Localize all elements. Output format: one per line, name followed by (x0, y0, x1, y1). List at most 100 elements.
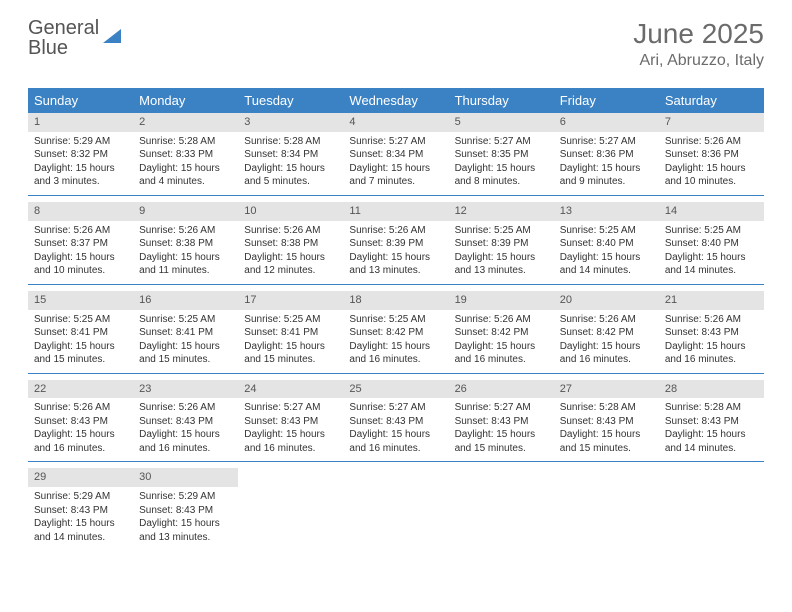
sunrise-line: Sunrise: 5:28 AM (244, 135, 337, 149)
daylight-line: Daylight: 15 hours and 14 minutes. (665, 251, 758, 278)
title-block: June 2025 Ari, Abruzzo, Italy (633, 18, 764, 70)
calendar-cell: 19Sunrise: 5:26 AMSunset: 8:42 PMDayligh… (449, 291, 554, 373)
daylight-line: Daylight: 15 hours and 15 minutes. (560, 428, 653, 455)
daylight-line: Daylight: 15 hours and 16 minutes. (349, 340, 442, 367)
day-number: 24 (238, 380, 343, 399)
sunset-line: Sunset: 8:43 PM (349, 415, 442, 429)
daylight-line: Daylight: 15 hours and 16 minutes. (665, 340, 758, 367)
day-details: Sunrise: 5:26 AMSunset: 8:42 PMDaylight:… (554, 310, 659, 373)
day-details: Sunrise: 5:27 AMSunset: 8:35 PMDaylight:… (449, 132, 554, 195)
calendar-cell: 16Sunrise: 5:25 AMSunset: 8:41 PMDayligh… (133, 291, 238, 373)
calendar-cell: 10Sunrise: 5:26 AMSunset: 8:38 PMDayligh… (238, 202, 343, 284)
sunset-line: Sunset: 8:43 PM (34, 415, 127, 429)
sunrise-line: Sunrise: 5:26 AM (349, 224, 442, 238)
day-details: Sunrise: 5:26 AMSunset: 8:39 PMDaylight:… (343, 221, 448, 284)
day-number: 19 (449, 291, 554, 310)
day-details: Sunrise: 5:29 AMSunset: 8:43 PMDaylight:… (133, 487, 238, 550)
daylight-line: Daylight: 15 hours and 15 minutes. (455, 428, 548, 455)
sunset-line: Sunset: 8:43 PM (665, 326, 758, 340)
calendar-cell: 14Sunrise: 5:25 AMSunset: 8:40 PMDayligh… (659, 202, 764, 284)
weekday-header: SundayMondayTuesdayWednesdayThursdayFrid… (28, 88, 764, 113)
weekday-label: Thursday (449, 88, 554, 113)
day-number: 30 (133, 468, 238, 487)
daylight-line: Daylight: 15 hours and 16 minutes. (34, 428, 127, 455)
day-details: Sunrise: 5:26 AMSunset: 8:38 PMDaylight:… (238, 221, 343, 284)
sunset-line: Sunset: 8:36 PM (560, 148, 653, 162)
calendar-cell: 13Sunrise: 5:25 AMSunset: 8:40 PMDayligh… (554, 202, 659, 284)
calendar-week: 29Sunrise: 5:29 AMSunset: 8:43 PMDayligh… (28, 468, 764, 550)
calendar-cell: 15Sunrise: 5:25 AMSunset: 8:41 PMDayligh… (28, 291, 133, 373)
day-details: Sunrise: 5:27 AMSunset: 8:43 PMDaylight:… (343, 398, 448, 461)
weekday-label: Monday (133, 88, 238, 113)
sunrise-line: Sunrise: 5:27 AM (349, 401, 442, 415)
sunset-line: Sunset: 8:43 PM (139, 504, 232, 518)
daylight-line: Daylight: 15 hours and 10 minutes. (34, 251, 127, 278)
day-details: Sunrise: 5:25 AMSunset: 8:39 PMDaylight:… (449, 221, 554, 284)
calendar-cell (449, 468, 554, 550)
sunrise-line: Sunrise: 5:26 AM (34, 224, 127, 238)
calendar-cell: 23Sunrise: 5:26 AMSunset: 8:43 PMDayligh… (133, 380, 238, 462)
sunrise-line: Sunrise: 5:26 AM (244, 224, 337, 238)
calendar-cell: 6Sunrise: 5:27 AMSunset: 8:36 PMDaylight… (554, 113, 659, 195)
sunrise-line: Sunrise: 5:26 AM (665, 313, 758, 327)
day-number: 14 (659, 202, 764, 221)
weekday-label: Sunday (28, 88, 133, 113)
calendar-cell: 29Sunrise: 5:29 AMSunset: 8:43 PMDayligh… (28, 468, 133, 550)
calendar-cell: 12Sunrise: 5:25 AMSunset: 8:39 PMDayligh… (449, 202, 554, 284)
day-number: 7 (659, 113, 764, 132)
sunset-line: Sunset: 8:42 PM (349, 326, 442, 340)
day-number: 11 (343, 202, 448, 221)
sunrise-line: Sunrise: 5:27 AM (244, 401, 337, 415)
daylight-line: Daylight: 15 hours and 10 minutes. (665, 162, 758, 189)
logo-triangle-icon (103, 29, 121, 43)
sunset-line: Sunset: 8:35 PM (455, 148, 548, 162)
day-number: 12 (449, 202, 554, 221)
calendar-cell: 2Sunrise: 5:28 AMSunset: 8:33 PMDaylight… (133, 113, 238, 195)
sunset-line: Sunset: 8:41 PM (139, 326, 232, 340)
daylight-line: Daylight: 15 hours and 12 minutes. (244, 251, 337, 278)
day-details: Sunrise: 5:28 AMSunset: 8:34 PMDaylight:… (238, 132, 343, 195)
calendar-cell (554, 468, 659, 550)
day-number-empty (449, 468, 554, 487)
sunrise-line: Sunrise: 5:27 AM (560, 135, 653, 149)
calendar-cell: 28Sunrise: 5:28 AMSunset: 8:43 PMDayligh… (659, 380, 764, 462)
sunrise-line: Sunrise: 5:27 AM (455, 401, 548, 415)
day-details: Sunrise: 5:27 AMSunset: 8:43 PMDaylight:… (238, 398, 343, 461)
calendar: SundayMondayTuesdayWednesdayThursdayFrid… (28, 88, 764, 550)
day-details: Sunrise: 5:25 AMSunset: 8:41 PMDaylight:… (238, 310, 343, 373)
day-details: Sunrise: 5:25 AMSunset: 8:40 PMDaylight:… (554, 221, 659, 284)
daylight-line: Daylight: 15 hours and 13 minutes. (455, 251, 548, 278)
daylight-line: Daylight: 15 hours and 13 minutes. (349, 251, 442, 278)
weekday-label: Tuesday (238, 88, 343, 113)
calendar-cell: 4Sunrise: 5:27 AMSunset: 8:34 PMDaylight… (343, 113, 448, 195)
daylight-line: Daylight: 15 hours and 8 minutes. (455, 162, 548, 189)
daylight-line: Daylight: 15 hours and 16 minutes. (349, 428, 442, 455)
daylight-line: Daylight: 15 hours and 15 minutes. (139, 340, 232, 367)
calendar-cell: 1Sunrise: 5:29 AMSunset: 8:32 PMDaylight… (28, 113, 133, 195)
sunrise-line: Sunrise: 5:29 AM (34, 490, 127, 504)
daylight-line: Daylight: 15 hours and 14 minutes. (560, 251, 653, 278)
sunset-line: Sunset: 8:39 PM (349, 237, 442, 251)
day-number: 29 (28, 468, 133, 487)
day-details: Sunrise: 5:26 AMSunset: 8:43 PMDaylight:… (659, 310, 764, 373)
calendar-cell (659, 468, 764, 550)
day-number: 20 (554, 291, 659, 310)
day-number: 6 (554, 113, 659, 132)
day-number: 25 (343, 380, 448, 399)
sunrise-line: Sunrise: 5:25 AM (455, 224, 548, 238)
header: General Blue June 2025 Ari, Abruzzo, Ita… (0, 0, 792, 78)
day-details: Sunrise: 5:28 AMSunset: 8:33 PMDaylight:… (133, 132, 238, 195)
sunrise-line: Sunrise: 5:25 AM (34, 313, 127, 327)
sunset-line: Sunset: 8:39 PM (455, 237, 548, 251)
day-number: 2 (133, 113, 238, 132)
logo-line1: General (28, 18, 99, 38)
weekday-label: Friday (554, 88, 659, 113)
sunrise-line: Sunrise: 5:28 AM (139, 135, 232, 149)
sunset-line: Sunset: 8:40 PM (560, 237, 653, 251)
calendar-cell (238, 468, 343, 550)
daylight-line: Daylight: 15 hours and 3 minutes. (34, 162, 127, 189)
calendar-cell: 25Sunrise: 5:27 AMSunset: 8:43 PMDayligh… (343, 380, 448, 462)
title-month: June 2025 (633, 18, 764, 50)
sunrise-line: Sunrise: 5:29 AM (34, 135, 127, 149)
weekday-label: Wednesday (343, 88, 448, 113)
